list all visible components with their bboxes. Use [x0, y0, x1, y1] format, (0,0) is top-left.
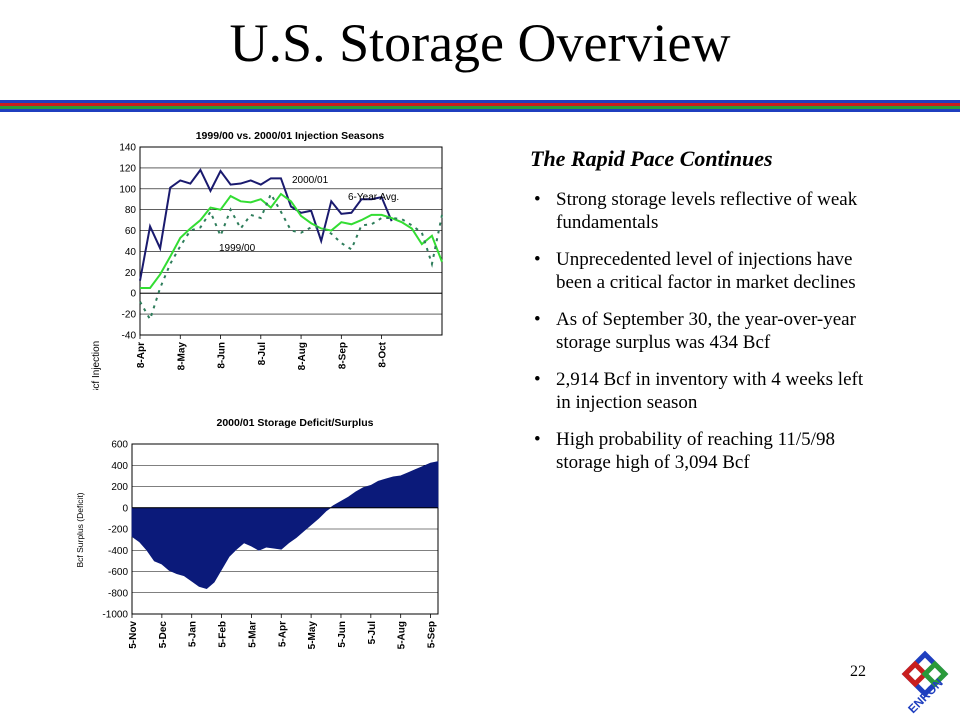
y-tick-label: 120	[119, 163, 136, 174]
bullet-list: Strong storage levels reflective of weak…	[530, 188, 870, 474]
y-axis-label: Bcf Injection	[91, 341, 102, 390]
y-tick-label: -600	[108, 567, 128, 578]
bullet-item: Strong storage levels reflective of weak…	[530, 188, 870, 234]
chart-title: 1999/00 vs. 2000/01 Injection Seasons	[196, 130, 385, 142]
annotation-6-year-avg: 6-Year Avg.	[348, 192, 399, 203]
x-tick-label: 8-Oct	[378, 341, 389, 367]
title-rule-blue-bottom	[0, 109, 960, 112]
x-tick-label: 5-Mar	[247, 621, 258, 648]
y-tick-label: -20	[122, 310, 137, 321]
x-tick-label: 8-Sep	[337, 342, 348, 369]
y-tick-label: 60	[125, 226, 137, 237]
x-tick-label: 8-Jun	[217, 342, 228, 369]
series-line-0	[139, 168, 393, 281]
title-rule-red	[0, 103, 960, 106]
x-tick-label: 5-Aug	[397, 621, 408, 649]
x-tick-label: 8-Apr	[136, 342, 147, 368]
y-tick-label: -1000	[102, 610, 128, 621]
storage-surplus-chart: 2000/01 Storage Deficit/Surplus Bcf Surp…	[75, 417, 439, 650]
injection-seasons-chart: 1999/00 vs. 2000/01 Injection Seasons Bc…	[91, 130, 443, 390]
y-tick-label: -40	[122, 331, 137, 342]
x-tick-label: 8-May	[176, 342, 187, 371]
y-tick-label: 40	[125, 247, 137, 258]
bullet-item: 2,914 Bcf in inventory with 4 weeks left…	[530, 368, 870, 414]
page-number: 22	[850, 663, 866, 680]
y-tick-label: -200	[108, 525, 128, 536]
x-tick-label: 5-May	[307, 621, 318, 650]
y-axis-label: Bcf Surplus (Deficit)	[75, 492, 85, 567]
y-tick-label: 600	[111, 440, 128, 451]
chart-title: 2000/01 Storage Deficit/Surplus	[217, 417, 374, 429]
y-tick-label: 200	[111, 482, 128, 493]
series-line-1	[140, 192, 443, 289]
x-tick-label: 5-Nov	[128, 621, 139, 649]
x-tick-label: 5-Dec	[158, 621, 169, 649]
x-tick-label: 8-Aug	[297, 342, 308, 370]
series-line-2	[139, 191, 443, 322]
y-tick-label: 0	[122, 503, 128, 514]
y-tick-label: 80	[125, 205, 137, 216]
bullet-item: High probability of reaching 11/5/98 sto…	[530, 428, 870, 474]
x-tick-label: 5-Apr	[277, 621, 288, 647]
x-tick-label: 5-Jul	[367, 621, 378, 645]
bullet-item: As of September 30, the year-over-year s…	[530, 308, 870, 354]
y-tick-label: -800	[108, 588, 128, 599]
y-tick-label: 400	[111, 461, 128, 472]
x-tick-label: 5-Sep	[427, 621, 438, 648]
enron-logo: ENRON	[901, 650, 949, 716]
x-tick-label: 5-Jan	[188, 621, 199, 647]
slide-title: U.S. Storage Overview	[229, 13, 731, 73]
title-rule-green	[0, 106, 960, 109]
title-rule-blue	[0, 100, 960, 103]
y-tick-label: 100	[119, 184, 136, 195]
annotation-1999-00: 1999/00	[219, 243, 256, 254]
panel-heading: The Rapid Pace Continues	[530, 146, 773, 171]
y-tick-label: 140	[119, 143, 136, 154]
x-tick-label: 5-Jun	[337, 621, 348, 648]
surplus-area	[131, 461, 439, 589]
bullet-item: Unprecedented level of injections have b…	[530, 248, 870, 294]
y-tick-label: -400	[108, 546, 128, 557]
x-tick-label: 8-Jul	[257, 342, 268, 366]
plot-frame	[139, 146, 443, 336]
annotation-2000-01: 2000/01	[292, 175, 329, 186]
x-tick-label: 5-Feb	[218, 621, 229, 648]
y-tick-label: 0	[130, 289, 136, 300]
y-tick-label: 20	[125, 268, 137, 279]
text-panel: The Rapid Pace Continues Strong storage …	[530, 146, 870, 488]
